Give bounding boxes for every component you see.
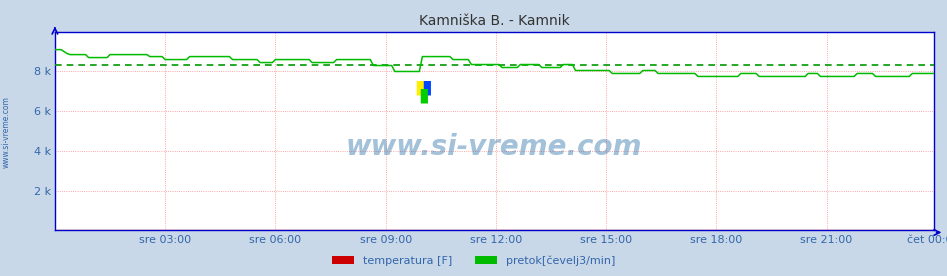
Title: Kamniška B. - Kamnik: Kamniška B. - Kamnik	[419, 14, 570, 28]
Text: www.si-vreme.com: www.si-vreme.com	[346, 133, 643, 161]
Legend: temperatura [F], pretok[čevelj3/min]: temperatura [F], pretok[čevelj3/min]	[328, 251, 619, 270]
Text: ▮: ▮	[414, 78, 425, 97]
Text: ▮: ▮	[418, 86, 429, 105]
Text: ▮: ▮	[421, 78, 432, 97]
Text: www.si-vreme.com: www.si-vreme.com	[1, 97, 10, 168]
